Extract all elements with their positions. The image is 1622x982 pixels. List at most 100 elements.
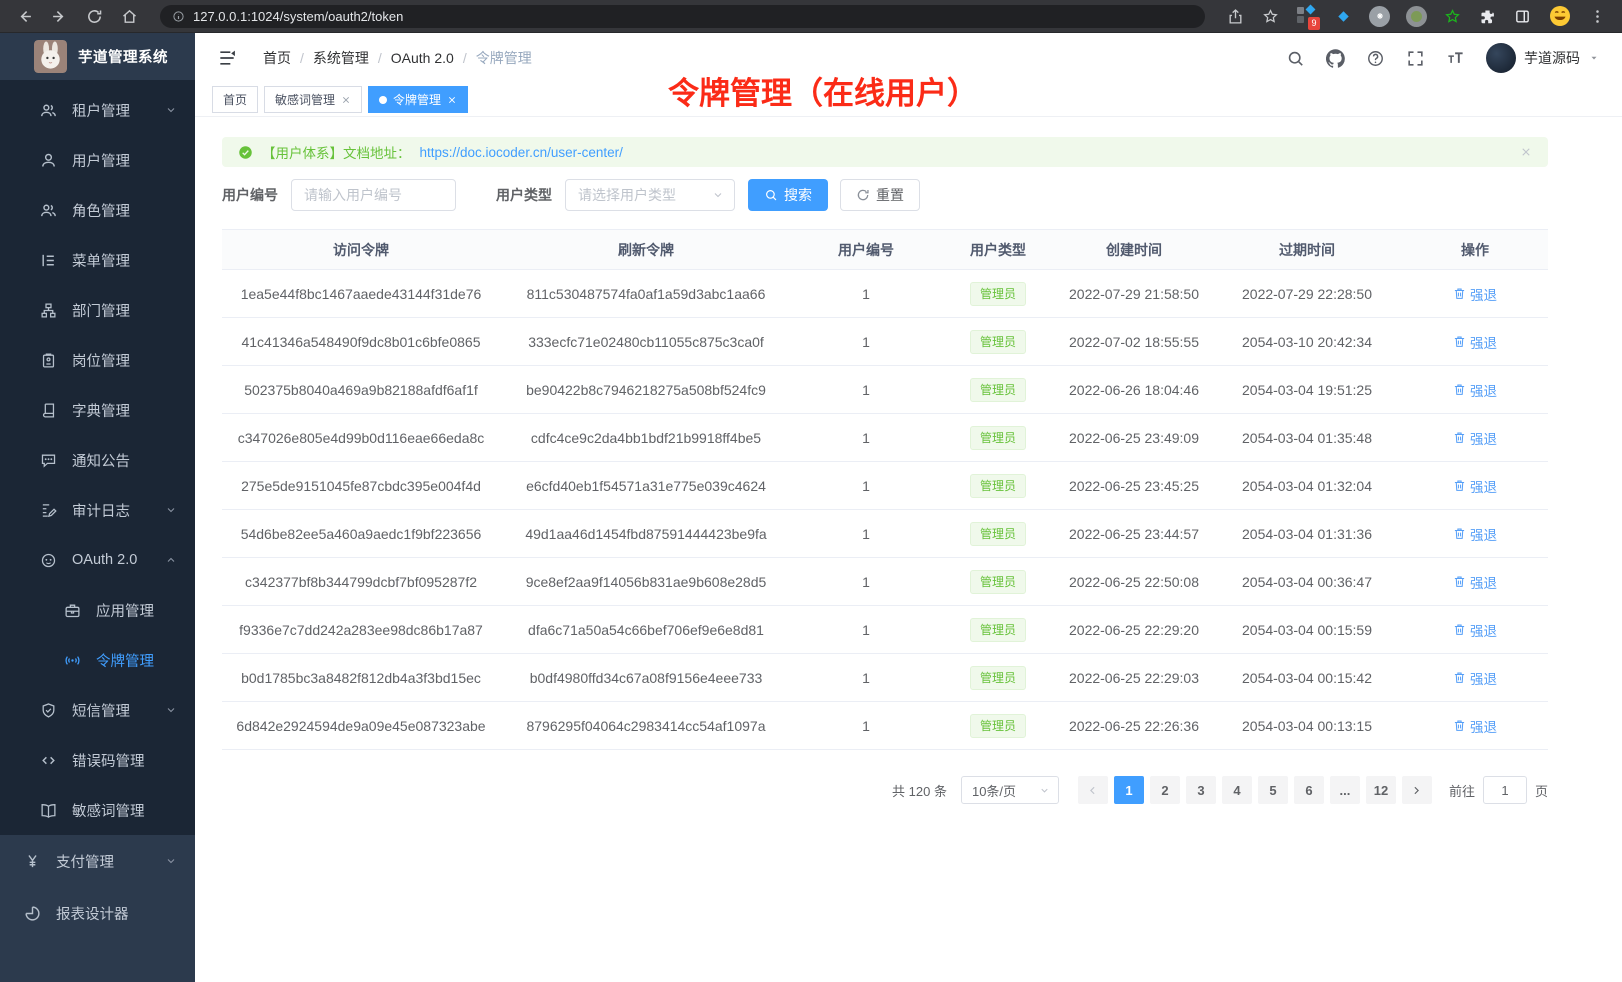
font-size-icon[interactable] <box>1446 49 1465 68</box>
badge-icon <box>40 352 57 369</box>
breadcrumb-item[interactable]: / 令牌管理 <box>462 50 532 66</box>
extension-blocks-icon[interactable]: 9 <box>1296 4 1320 30</box>
breadcrumb-item[interactable]: / 系统管理 <box>300 50 369 66</box>
back-icon[interactable] <box>16 8 33 25</box>
page-content: 【用户体系】文档地址： https://doc.iocoder.cn/user-… <box>195 117 1622 804</box>
force-logout-button[interactable]: 强退 <box>1453 476 1497 496</box>
search-button[interactable]: 搜索 <box>748 179 828 211</box>
sidebar-menu-item[interactable]: 通知公告 <box>0 435 195 485</box>
bookmark-star-icon[interactable] <box>1262 8 1279 25</box>
share-icon[interactable] <box>1227 8 1244 25</box>
action-cell: 强退 <box>1402 557 1548 606</box>
force-logout-button[interactable]: 强退 <box>1453 380 1497 400</box>
page-number-button[interactable]: 6 <box>1293 776 1324 804</box>
sidebar-menu-item[interactable]: 应用管理 <box>0 585 195 635</box>
sidebar-menu-item[interactable]: 令牌管理 <box>0 635 195 685</box>
force-logout-button[interactable]: 强退 <box>1453 620 1497 640</box>
user-type-cell: 管理员 <box>940 605 1056 654</box>
goto-page-input[interactable] <box>1482 776 1527 804</box>
refresh-icon <box>856 188 870 202</box>
page-number-button[interactable]: 1 <box>1113 776 1144 804</box>
reset-button[interactable]: 重置 <box>840 179 920 211</box>
page-number-button[interactable]: 4 <box>1221 776 1252 804</box>
page-tab[interactable]: 敏感词管理 <box>264 86 363 113</box>
action-cell: 强退 <box>1402 269 1548 318</box>
green-star-extension-icon[interactable] <box>1444 8 1461 25</box>
help-icon[interactable] <box>1366 49 1385 68</box>
command-extension-icon[interactable] <box>1369 5 1390 27</box>
force-logout-button[interactable]: 强退 <box>1453 428 1497 448</box>
user-type-select[interactable]: 请选择用户类型 <box>565 179 735 211</box>
sidebar-menu-item[interactable]: 菜单管理 <box>0 235 195 285</box>
page-tab[interactable]: 令牌管理 <box>368 86 469 113</box>
sidebar-menu-item[interactable]: 支付管理 <box>0 835 195 887</box>
user-menu[interactable]: 芋道源码 <box>1486 43 1600 73</box>
prev-page-button[interactable] <box>1077 776 1108 804</box>
sidebar-menu-item[interactable]: 岗位管理 <box>0 335 195 385</box>
record-extension-icon[interactable] <box>1406 5 1427 27</box>
sidebar-menu-item[interactable]: 用户管理 <box>0 135 195 185</box>
sidebar-menu-item[interactable]: 字典管理 <box>0 385 195 435</box>
refresh-token-cell: 811c530487574fa0af1a59d3abc1aa66 <box>500 269 792 318</box>
page-number-button[interactable]: 2 <box>1149 776 1180 804</box>
sidebar-menu-item[interactable]: OAuth 2.0 <box>0 535 195 585</box>
side-panel-icon[interactable] <box>1514 8 1531 25</box>
sidebar-menu-item[interactable]: 短信管理 <box>0 685 195 735</box>
caret-down-icon <box>1588 52 1600 64</box>
page-number-button[interactable]: 3 <box>1185 776 1216 804</box>
user-type-tag: 管理员 <box>969 377 1026 402</box>
tag-tabs-bar: 首页 敏感词管理 令牌管理 <box>195 83 1622 117</box>
access-token-cell: 275e5de9151045fe87cbdc395e004f4d <box>222 461 500 510</box>
home-icon[interactable] <box>121 8 138 25</box>
puzzle-extensions-icon[interactable] <box>1479 8 1496 25</box>
search-icon[interactable] <box>1286 49 1305 68</box>
sidebar-menu-item[interactable]: 角色管理 <box>0 185 195 235</box>
gem-extension-icon[interactable] <box>1335 8 1352 25</box>
close-alert-icon[interactable] <box>1520 146 1532 158</box>
sidebar-menu-item[interactable]: 错误码管理 <box>0 735 195 785</box>
sidebar-menu-item[interactable]: 报表设计器 <box>0 887 195 939</box>
trash-icon <box>1453 335 1466 348</box>
force-logout-button[interactable]: 强退 <box>1453 332 1497 352</box>
user-type-tag: 管理员 <box>969 329 1026 354</box>
reload-icon[interactable] <box>86 8 103 25</box>
next-page-button[interactable] <box>1401 776 1432 804</box>
refresh-token-cell: e6cfd40eb1f54571a31e775e039c4624 <box>500 461 792 510</box>
force-logout-button[interactable]: 强退 <box>1453 668 1497 688</box>
url-text[interactable]: 127.0.0.1:1024/system/oauth2/token <box>193 8 404 24</box>
force-logout-button[interactable]: 强退 <box>1453 572 1497 592</box>
close-tab-icon[interactable] <box>341 95 351 105</box>
page-number-button[interactable]: ... <box>1329 776 1360 804</box>
trash-icon <box>1453 719 1466 732</box>
address-bar[interactable]: 127.0.0.1:1024/system/oauth2/token <box>160 4 1205 28</box>
fullscreen-icon[interactable] <box>1406 49 1425 68</box>
user-id-input[interactable] <box>291 179 456 211</box>
collapse-sidebar-icon[interactable] <box>217 48 237 68</box>
sidebar-menu-item[interactable]: 审计日志 <box>0 485 195 535</box>
profile-emoji-icon[interactable] <box>1548 4 1572 28</box>
page-number-button[interactable]: 5 <box>1257 776 1288 804</box>
forward-icon[interactable] <box>51 8 68 25</box>
trash-icon <box>1453 431 1466 444</box>
doc-link[interactable]: https://doc.iocoder.cn/user-center/ <box>419 144 623 160</box>
force-logout-button[interactable]: 强退 <box>1453 716 1497 736</box>
sidebar-menu-item[interactable]: 租户管理 <box>0 85 195 135</box>
force-logout-button[interactable]: 强退 <box>1453 284 1497 304</box>
top-navbar: / 首页 / 系统管理 / OAuth 2.0 / <box>195 33 1622 83</box>
browser-menu-icon[interactable] <box>1589 8 1606 25</box>
app-logo-bar[interactable]: 芋道管理系统 <box>0 33 195 80</box>
site-info-icon[interactable] <box>172 10 185 23</box>
page-number-button[interactable]: 12 <box>1365 776 1396 804</box>
page-tab[interactable]: 首页 <box>212 86 259 113</box>
github-icon[interactable] <box>1326 49 1345 68</box>
action-cell: 强退 <box>1402 653 1548 702</box>
force-logout-button[interactable]: 强退 <box>1453 524 1497 544</box>
close-tab-icon[interactable] <box>447 95 457 105</box>
breadcrumb-item[interactable]: / 首页 <box>263 50 291 66</box>
user-icon <box>40 152 57 169</box>
sidebar-menu-item[interactable]: 敏感词管理 <box>0 785 195 835</box>
page-size-select[interactable]: 10条/页 <box>960 776 1059 804</box>
breadcrumb-item[interactable]: / OAuth 2.0 <box>377 50 454 66</box>
chevron-icon <box>165 104 177 116</box>
sidebar-menu-item[interactable]: 部门管理 <box>0 285 195 335</box>
